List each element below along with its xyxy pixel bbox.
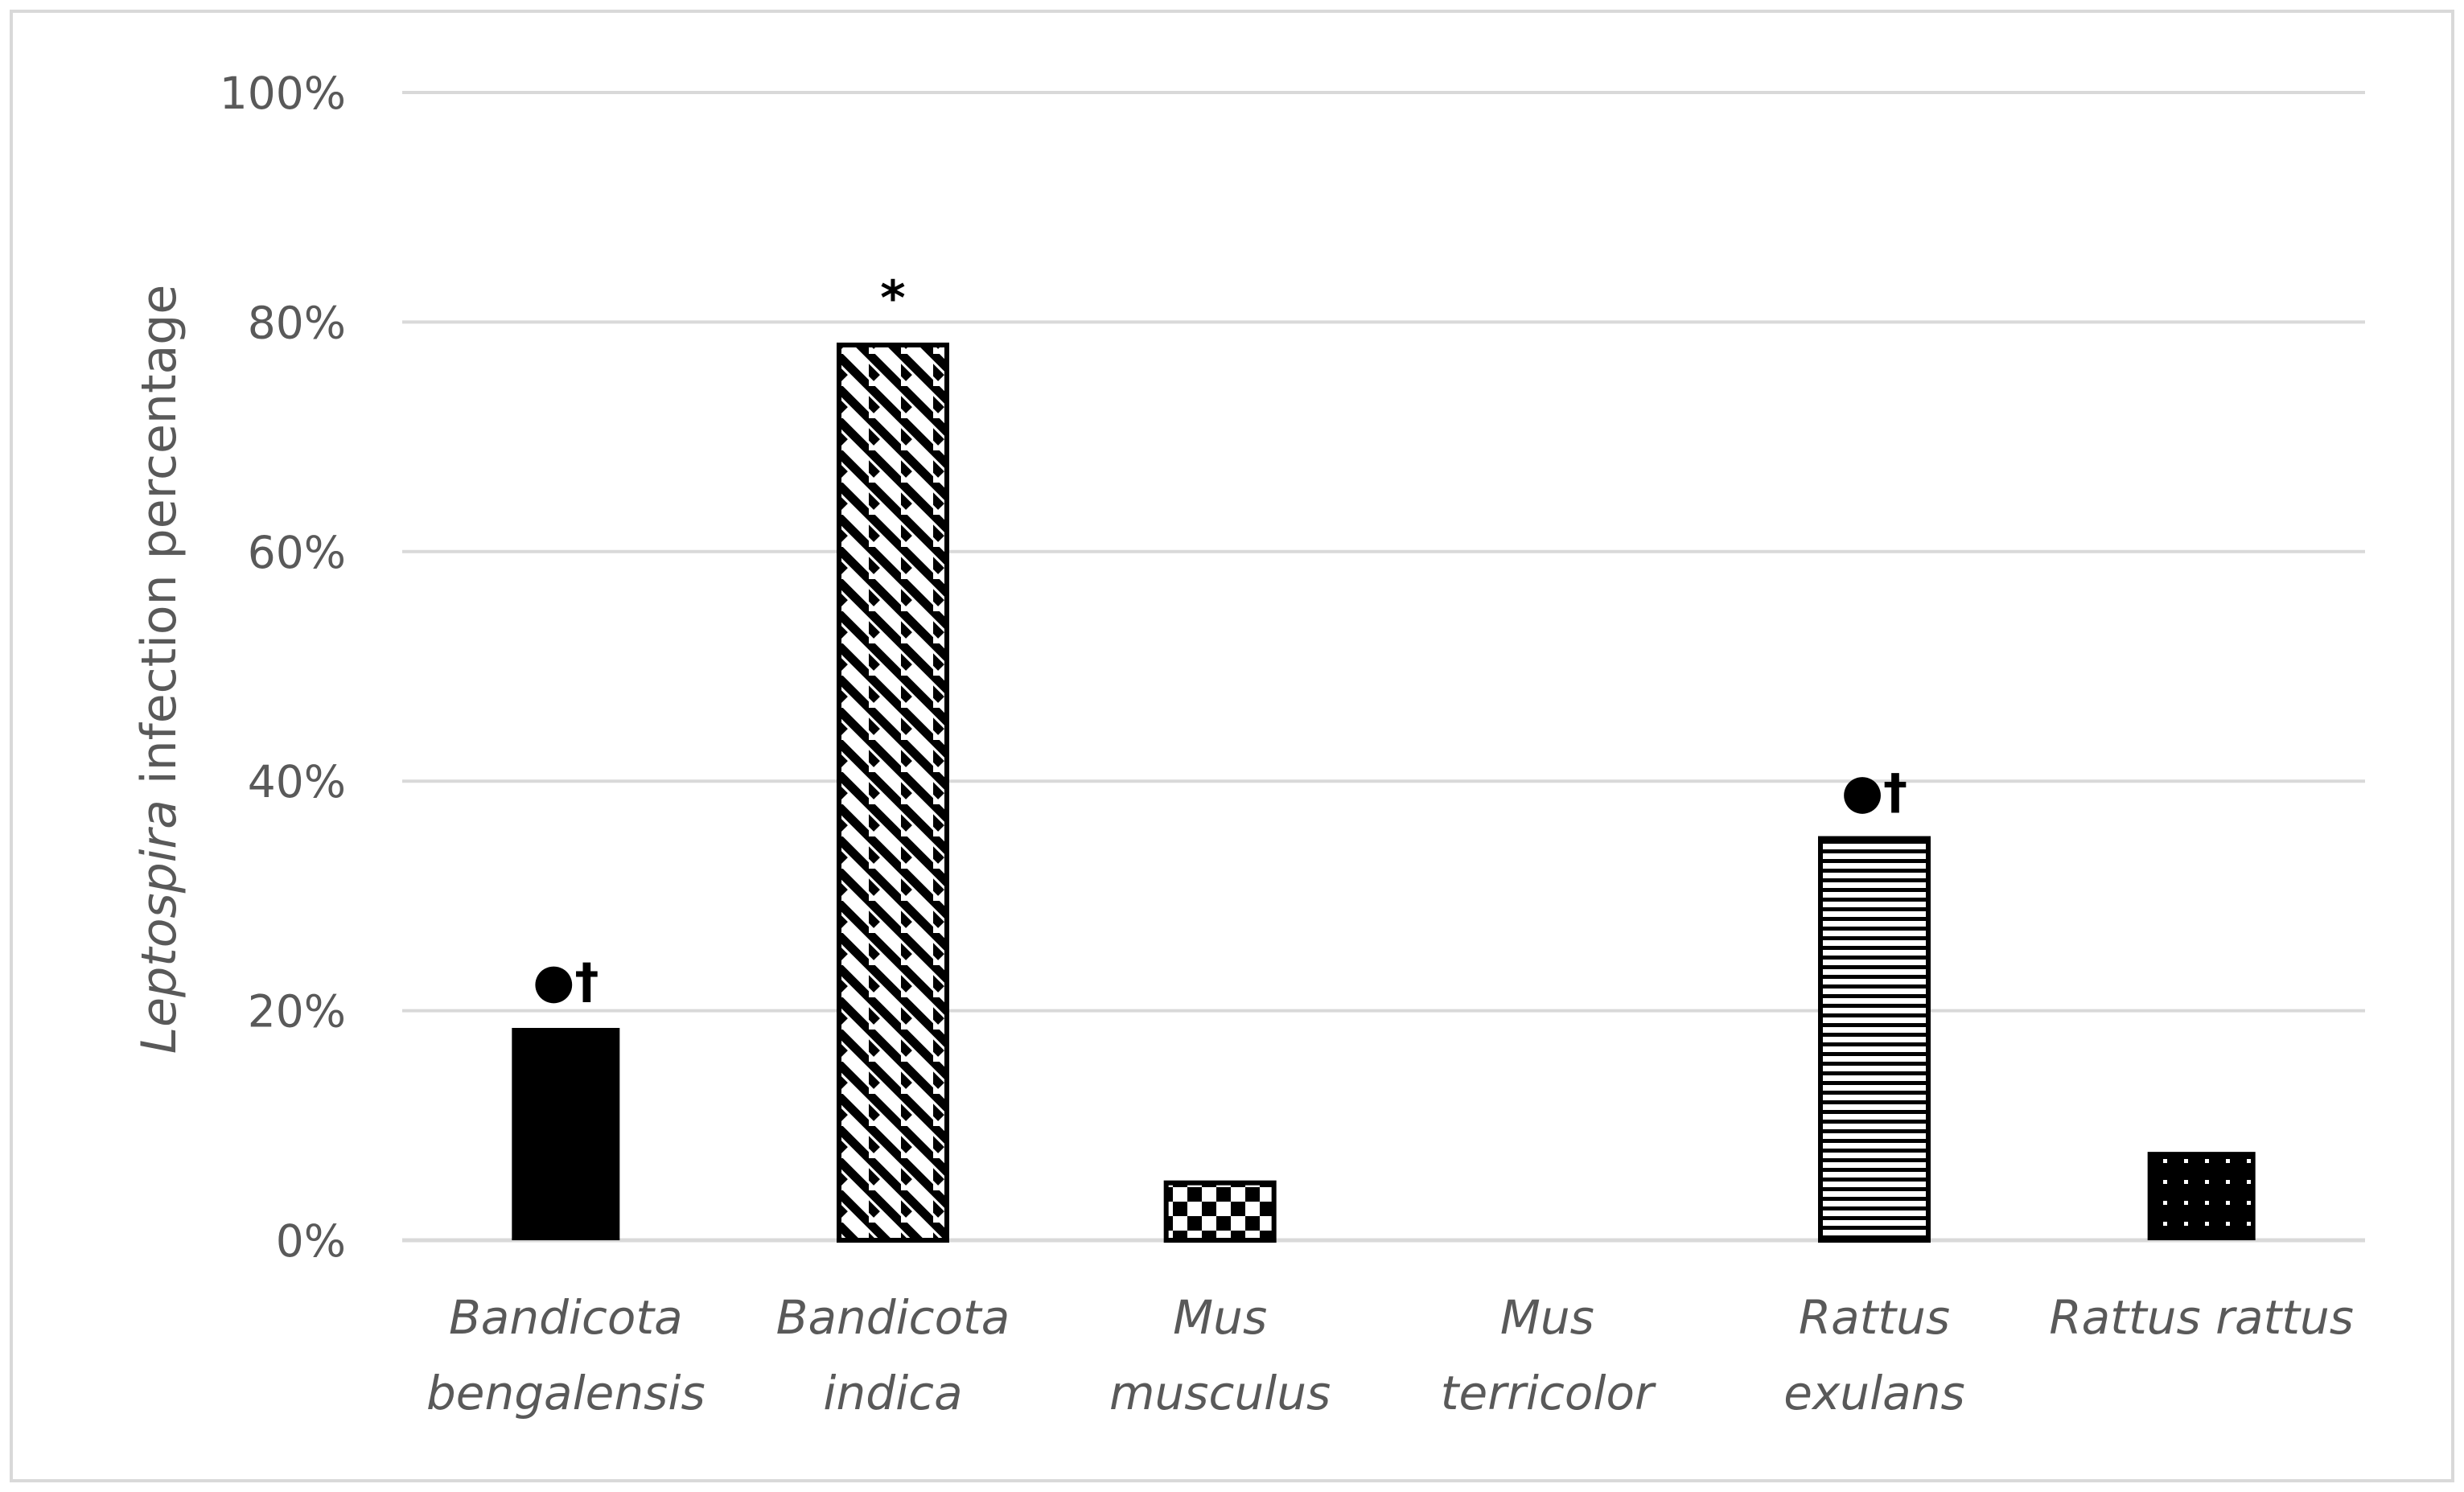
- y-tick-label: 80%: [248, 297, 346, 348]
- x-tick-label: Mus: [1500, 1290, 1594, 1345]
- bar-mus-musculus: [1163, 1180, 1277, 1243]
- x-tick-label: Mus: [1173, 1290, 1267, 1345]
- x-tick-label: exulans: [1783, 1366, 1964, 1420]
- significance-marker: *: [880, 270, 905, 327]
- y-tick-label: 100%: [220, 68, 346, 119]
- bar-bandicota-bengalensis: [512, 1028, 620, 1240]
- x-axis-categories: Bandicota bengalensis Bandicota indica Mus mu…: [426, 1290, 2354, 1420]
- x-tick-label: bengalensis: [426, 1366, 705, 1420]
- y-axis-ticks: 0% 20% 40% 60% 80% 100%: [220, 68, 346, 1267]
- y-axis-label: Leptospira infection percentage: [131, 285, 187, 1054]
- significance-marker: ●†: [533, 953, 599, 1009]
- x-tick-label: musculus: [1109, 1366, 1331, 1420]
- bars: [512, 342, 2256, 1243]
- bar-bandicota-indica: [837, 342, 949, 1243]
- bar-rattus-rattus: [2147, 1152, 2256, 1240]
- y-tick-label: 0%: [276, 1215, 346, 1267]
- x-tick-label: Bandicota: [776, 1290, 1010, 1345]
- y-tick-label: 40%: [248, 756, 346, 808]
- gridlines: [402, 91, 2365, 1243]
- bar-rattus-exulans: [1818, 836, 1931, 1243]
- annotations: ●† * ●†: [533, 270, 1907, 1009]
- x-tick-label: indica: [823, 1366, 962, 1420]
- chart-frame: [10, 10, 2454, 1482]
- x-tick-label: Bandicota: [449, 1290, 683, 1345]
- x-tick-label: Rattus rattus: [2049, 1290, 2354, 1345]
- y-tick-label: 60%: [248, 527, 346, 578]
- significance-marker: ●†: [1841, 764, 1907, 820]
- y-tick-label: 20%: [248, 986, 346, 1038]
- x-tick-label: terricolor: [1441, 1366, 1656, 1420]
- x-tick-label: Rattus: [1799, 1290, 1950, 1345]
